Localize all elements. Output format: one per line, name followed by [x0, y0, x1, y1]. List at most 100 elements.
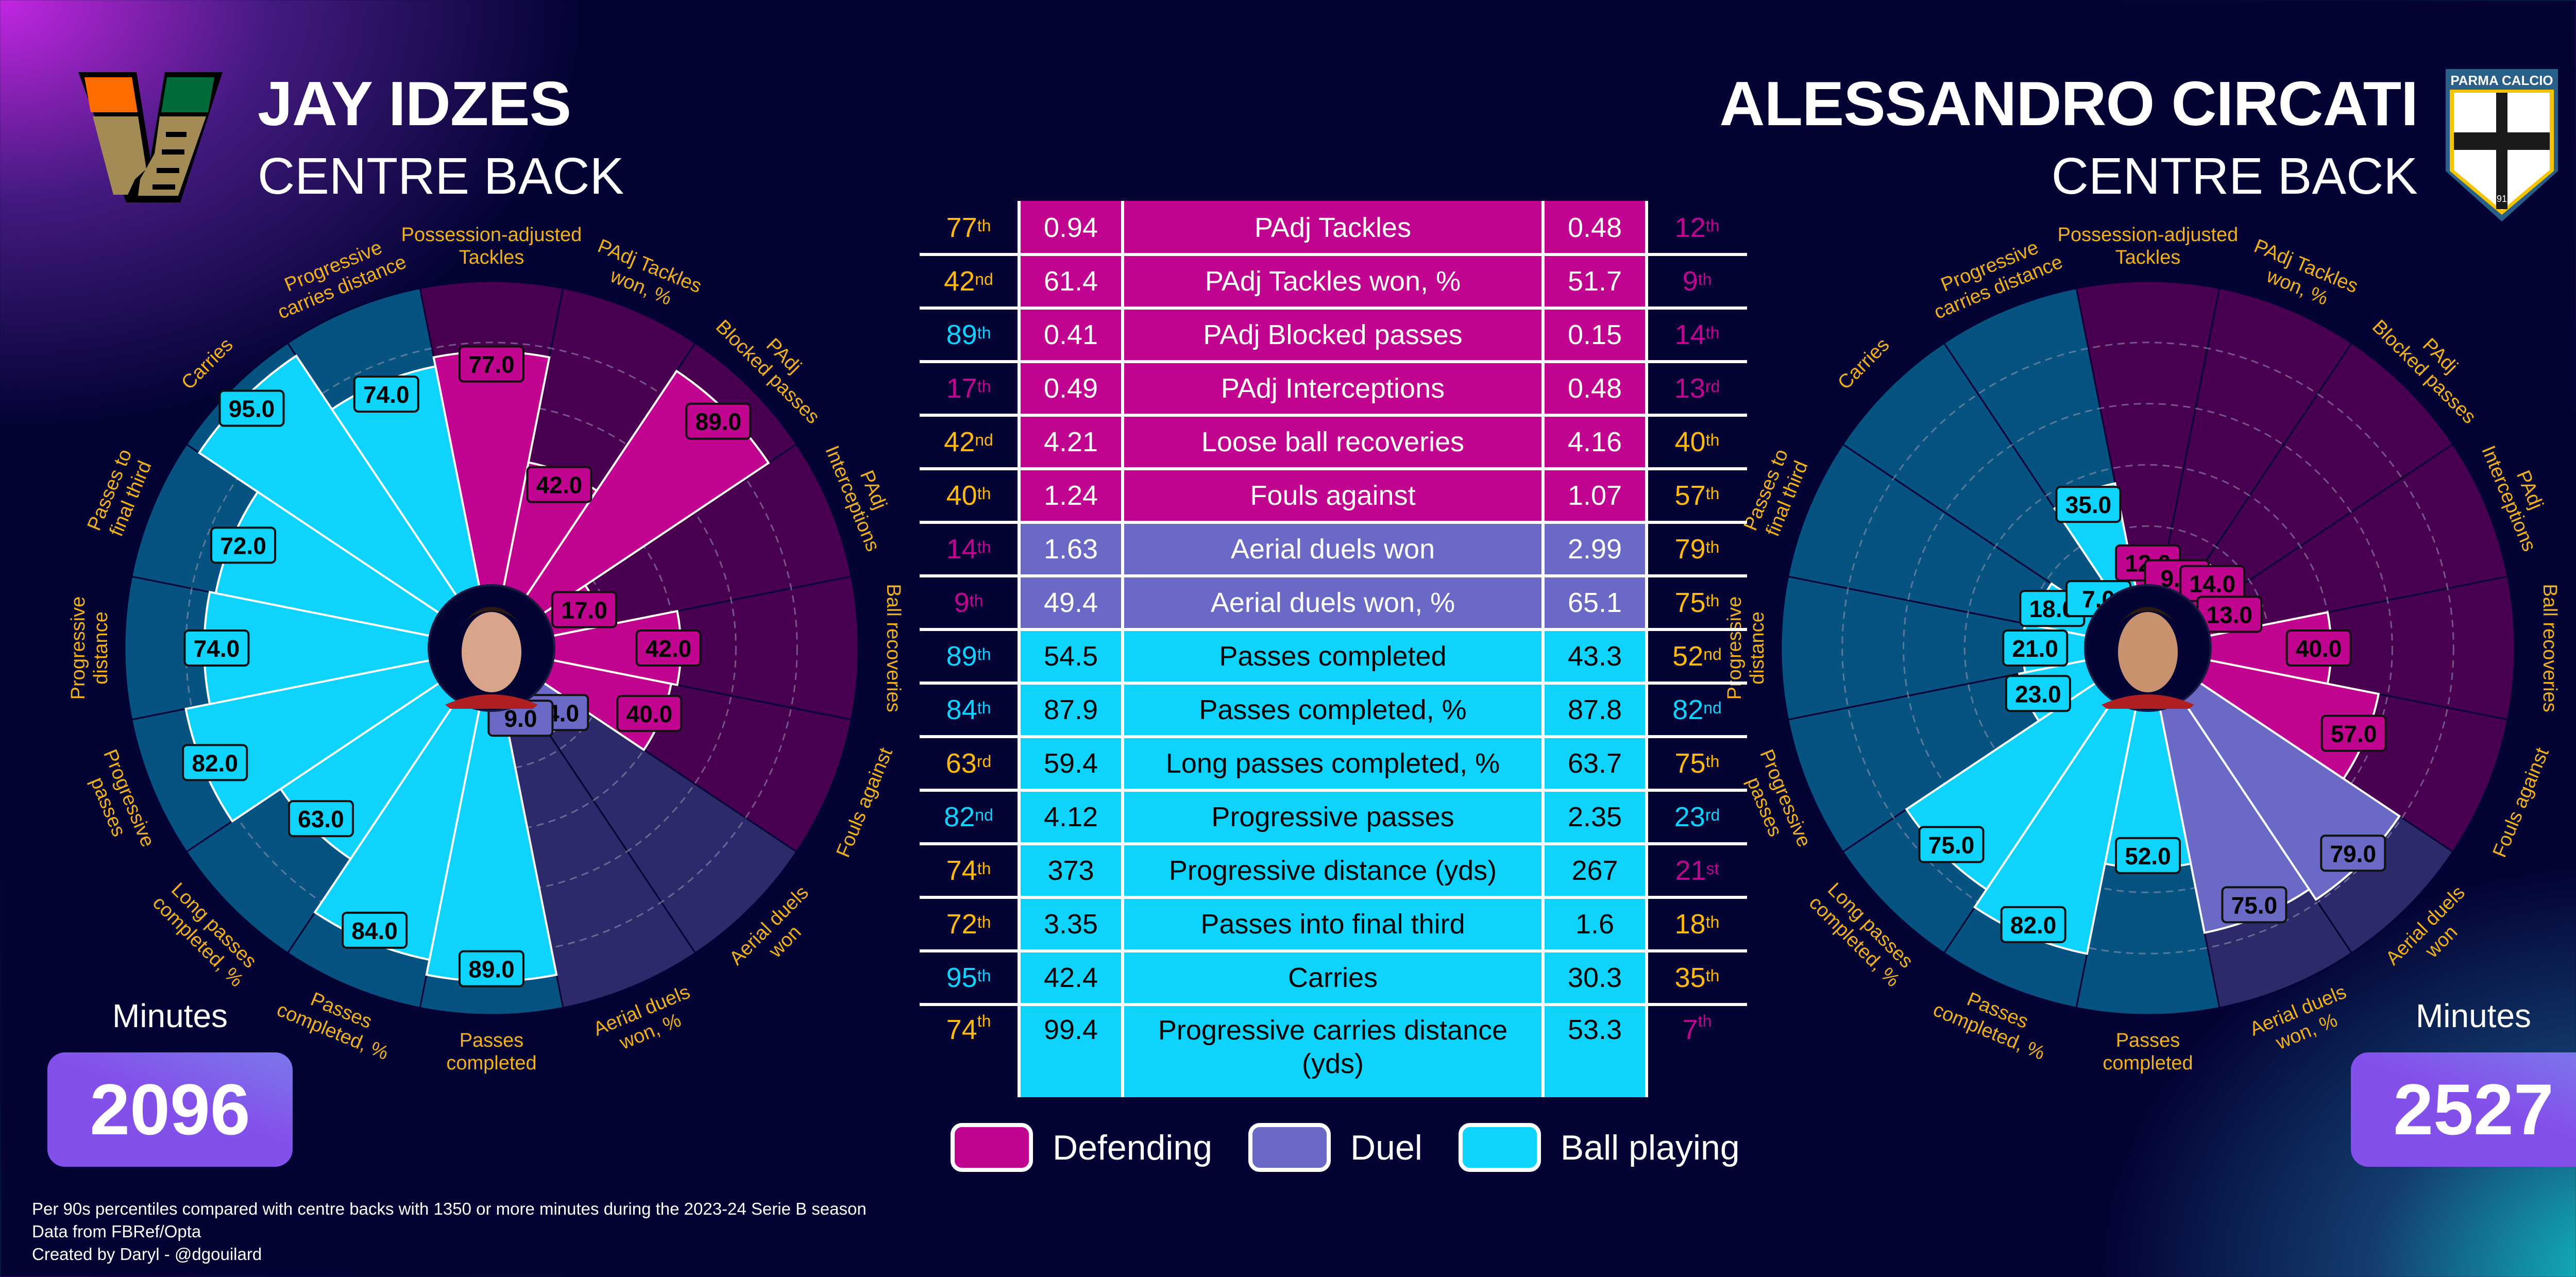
svg-text:Carries: Carries: [1834, 334, 1893, 394]
svg-text:17.0: 17.0: [561, 597, 607, 623]
left-minutes-value: 2096: [47, 1052, 293, 1167]
row-divider: [920, 521, 1747, 524]
row-divider: [920, 628, 1747, 631]
metric-name: Aerial duels won: [1121, 522, 1545, 576]
svg-text:77.0: 77.0: [468, 351, 515, 378]
radar-value-label: 95.0: [218, 389, 285, 427]
row-divider: [920, 360, 1747, 363]
radar-category-label: Fouls against: [2489, 744, 2553, 860]
legend-label: Duel: [1350, 1128, 1422, 1167]
svg-text:13.0: 13.0: [2206, 601, 2252, 628]
radar-value-label: 89.0: [459, 950, 524, 987]
svg-text:Progressive: Progressive: [67, 597, 89, 700]
svg-text:75.0: 75.0: [1928, 831, 1975, 858]
svg-text:89.0: 89.0: [696, 408, 742, 435]
svg-text:Tackles: Tackles: [2115, 247, 2181, 268]
left-value: 0.41: [1018, 308, 1121, 362]
radar-value-label: 82.0: [182, 744, 248, 781]
metric-name: Passes completed, %: [1121, 683, 1545, 737]
row-divider: [920, 949, 1747, 952]
metric-name: Progressive passes: [1121, 790, 1545, 844]
left-value: 4.21: [1018, 415, 1121, 469]
metric-name: Passes completed: [1121, 629, 1545, 683]
radar-value-label: 21.0: [2002, 629, 2069, 667]
radar-category-label: Fouls against: [833, 744, 897, 860]
row-divider: [920, 682, 1747, 685]
metric-name: Progressive distance (yds): [1121, 844, 1545, 897]
left-value: 0.49: [1018, 362, 1121, 415]
right-value: 30.3: [1545, 951, 1648, 1004]
footer-methodology: Per 90s percentiles compared with centre…: [32, 1199, 867, 1218]
left-value: 1.24: [1018, 469, 1121, 522]
svg-text:Ball recoveries: Ball recoveries: [2539, 584, 2561, 712]
svg-text:Tackles: Tackles: [459, 247, 524, 268]
radar-value-label: 77.0: [459, 345, 524, 383]
svg-text:89.0: 89.0: [468, 956, 515, 983]
right-minutes-value: 2527: [2351, 1052, 2576, 1167]
defending-swatch: [951, 1123, 1033, 1172]
left-value: 87.9: [1018, 683, 1121, 737]
metric-name: Fouls against: [1121, 469, 1545, 522]
radar-value-label: 75.0: [2221, 886, 2287, 924]
radar-value-label: 13.0: [2196, 595, 2263, 633]
right-value: 43.3: [1545, 629, 1648, 683]
metric-name: Progressive carries distance (yds): [1121, 1004, 1545, 1097]
radar-category-label: Ball recoveries: [883, 584, 904, 712]
metric-name: Aerial duels won, %: [1121, 576, 1545, 629]
radar-category-label: Carries: [177, 334, 237, 394]
right-value: 4.16: [1545, 415, 1648, 469]
radar-category-label: Ball recoveries: [2539, 584, 2561, 712]
svg-text:9.0: 9.0: [504, 705, 537, 732]
right-value: 65.1: [1545, 576, 1648, 629]
radar-grid-ring: [1903, 403, 2393, 893]
metric-name: PAdj Tackles won, %: [1121, 254, 1545, 308]
row-divider: [920, 735, 1747, 738]
right-minutes-label: Minutes: [2415, 997, 2532, 1034]
right-radar-chart: 12.09.014.013.040.057.079.075.052.082.07…: [1724, 224, 2561, 1074]
radar-value-label: 82.0: [2000, 906, 2066, 943]
legend-item-duel: Duel: [1248, 1123, 1422, 1172]
svg-text:Carries: Carries: [177, 334, 237, 394]
row-divider: [920, 1003, 1747, 1006]
row-divider: [920, 574, 1747, 577]
footer-credit: Created by Daryl - @dgouilard: [32, 1245, 262, 1264]
svg-text:Passes: Passes: [2116, 1030, 2180, 1051]
right-value: 87.8: [1545, 683, 1648, 737]
radar-value-label: 23.0: [2005, 675, 2071, 712]
duel-swatch: [1248, 1123, 1331, 1172]
left-player-name: JAY IDZES: [258, 69, 571, 139]
row-divider: [920, 896, 1747, 899]
svg-text:Fouls against: Fouls against: [2489, 744, 2553, 860]
svg-text:35.0: 35.0: [2065, 491, 2112, 518]
svg-text:23.0: 23.0: [2015, 680, 2061, 707]
radar-grid-ring: [185, 342, 798, 955]
radar-category-label: Progressive distance: [67, 597, 112, 700]
svg-text:40.0: 40.0: [626, 701, 673, 727]
svg-text:75.0: 75.0: [2231, 892, 2278, 918]
footer-source: Data from FBRef/Opta: [32, 1222, 201, 1241]
legend-label: Defending: [1053, 1128, 1213, 1167]
radar-value-label: 72.0: [210, 526, 277, 564]
